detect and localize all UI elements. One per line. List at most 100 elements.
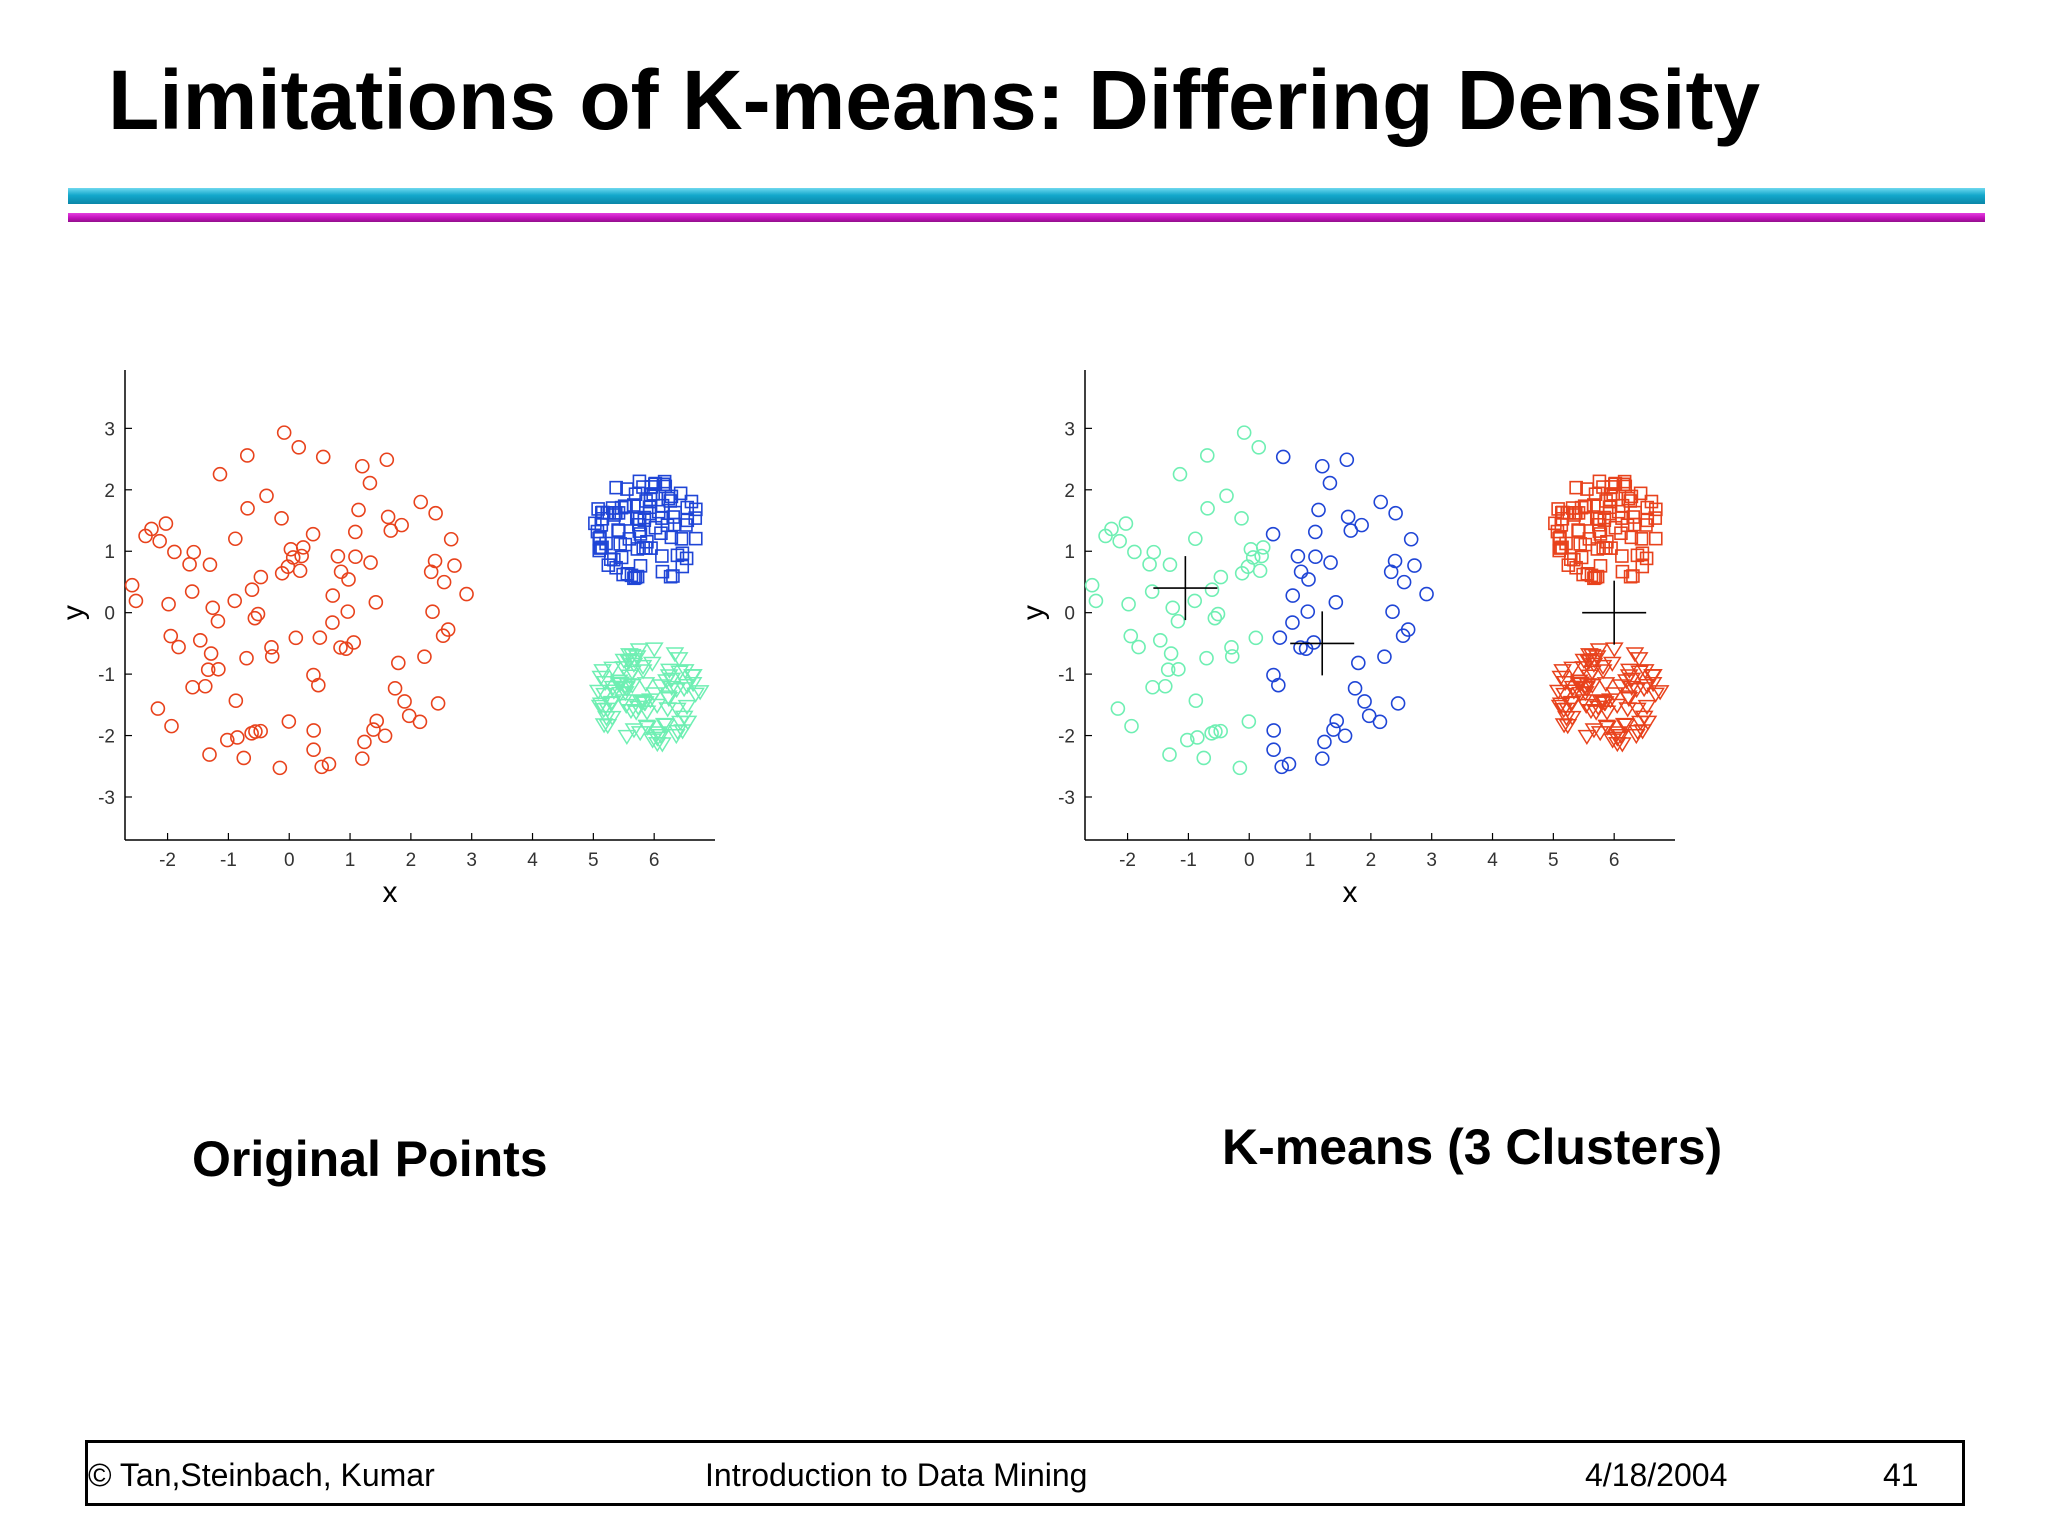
data-point-circle — [197, 678, 213, 694]
data-point-triangle — [620, 648, 639, 664]
data-point-triangle — [1634, 682, 1654, 698]
data-point-circle — [1274, 759, 1290, 775]
y-axis-label: y — [57, 605, 90, 620]
data-point-triangle — [1643, 677, 1663, 693]
data-point-circle — [158, 516, 174, 531]
data-point-circle — [192, 633, 208, 648]
data-point-triangle — [1564, 684, 1584, 700]
data-point-circle — [1388, 505, 1403, 521]
data-point-circle — [227, 593, 243, 609]
data-point-circle — [341, 572, 356, 587]
data-point-triangle — [1607, 698, 1627, 714]
data-point-circle — [230, 730, 245, 745]
data-point-circle — [1207, 610, 1223, 626]
data-point-triangle — [684, 669, 703, 685]
data-point-circle — [413, 494, 429, 510]
data-point-circle — [294, 548, 309, 564]
data-point-triangle — [1635, 664, 1655, 680]
data-point-triangle — [666, 728, 686, 745]
data-point-circle — [1347, 681, 1363, 696]
data-point-triangle — [1626, 728, 1646, 745]
data-point-circle — [357, 734, 372, 750]
x-tick-label: 4 — [1487, 850, 1498, 871]
data-point-circle — [425, 604, 440, 619]
data-point-triangle — [1551, 670, 1571, 686]
data-point-circle — [1171, 661, 1186, 677]
data-point-circle — [311, 677, 326, 693]
data-point-square — [689, 502, 703, 517]
data-point-circle — [305, 526, 321, 542]
data-point-circle — [325, 588, 341, 603]
data-point-circle — [1204, 582, 1220, 598]
data-point-square — [673, 486, 688, 501]
data-point-triangle — [598, 719, 618, 735]
y-axis-label: y — [1017, 605, 1050, 620]
y-tick-label: 1 — [1064, 542, 1075, 563]
data-point-circle — [1377, 649, 1392, 664]
data-point-triangle — [1581, 703, 1601, 720]
data-point-circle — [1172, 466, 1188, 482]
x-tick-label: 6 — [649, 850, 660, 871]
data-point-circle — [1323, 555, 1338, 570]
x-tick-label: 2 — [1366, 850, 1377, 871]
data-point-circle — [1326, 722, 1341, 737]
y-tick-label: -1 — [1058, 665, 1075, 686]
data-point-circle — [244, 726, 259, 741]
data-point-triangle — [671, 715, 690, 731]
data-point-circle — [1131, 639, 1146, 655]
data-point-square — [1567, 552, 1581, 567]
data-point-circle — [1314, 751, 1330, 766]
data-point-circle — [1255, 540, 1271, 555]
data-point-circle — [1322, 475, 1338, 491]
data-point-circle — [1199, 448, 1215, 463]
data-point-circle — [264, 640, 279, 655]
y-tick-label: 3 — [1064, 419, 1075, 440]
data-point-triangle — [642, 656, 662, 672]
data-point-square — [1551, 502, 1565, 516]
data-point-circle — [459, 586, 474, 602]
data-point-triangle — [594, 718, 614, 734]
data-point-circle — [397, 694, 412, 709]
slide-title: Limitations of K-means: Differing Densit… — [108, 53, 1761, 147]
footer-copyright: © Tan,Steinbach, Kumar — [88, 1457, 435, 1493]
data-point-circle — [1196, 750, 1212, 766]
data-point-square — [605, 501, 620, 515]
data-point-triangle — [1604, 642, 1624, 658]
data-point-square — [688, 531, 703, 546]
data-point-square — [1623, 569, 1638, 584]
title-rule-magenta — [68, 213, 1985, 222]
data-point-circle — [1118, 516, 1134, 531]
data-point-circle — [1383, 564, 1399, 580]
data-point-square — [1626, 510, 1641, 524]
data-point-triangle — [633, 659, 653, 676]
data-point-circle — [167, 544, 182, 560]
data-point-circle — [1372, 714, 1388, 730]
data-point-circle — [211, 661, 226, 677]
data-point-square — [588, 516, 602, 531]
data-point-triangle — [1619, 663, 1639, 679]
data-point-circle — [1162, 557, 1178, 572]
caption-original-points: Original Points — [192, 1131, 548, 1187]
x-tick-label: 3 — [1426, 850, 1437, 871]
data-point-triangle — [1587, 650, 1607, 666]
data-point-circle — [1241, 714, 1257, 729]
data-point-circle — [380, 509, 396, 525]
data-point-square — [633, 559, 648, 573]
data-point-circle — [1157, 678, 1173, 694]
data-point-circle — [321, 756, 337, 772]
data-point-circle — [239, 448, 255, 463]
data-point-triangle — [591, 670, 611, 686]
data-point-circle — [239, 650, 254, 666]
data-point-square — [1634, 532, 1649, 546]
x-tick-label: -1 — [1180, 850, 1197, 871]
data-point-circle — [219, 732, 235, 748]
data-point-circle — [1285, 588, 1301, 603]
data-point-circle — [351, 502, 366, 518]
data-point-circle — [306, 723, 321, 738]
data-point-triangle — [604, 684, 624, 700]
data-point-square — [1615, 549, 1629, 563]
data-point-square — [679, 551, 694, 566]
data-point-circle — [1213, 569, 1229, 585]
kmeans-clusters-scatter-plot: -2 -1 0 1 2 3 4 5 6 -3 -2 -1 0 1 2 3 x y — [1017, 370, 1675, 909]
data-point-circle — [1301, 572, 1316, 587]
